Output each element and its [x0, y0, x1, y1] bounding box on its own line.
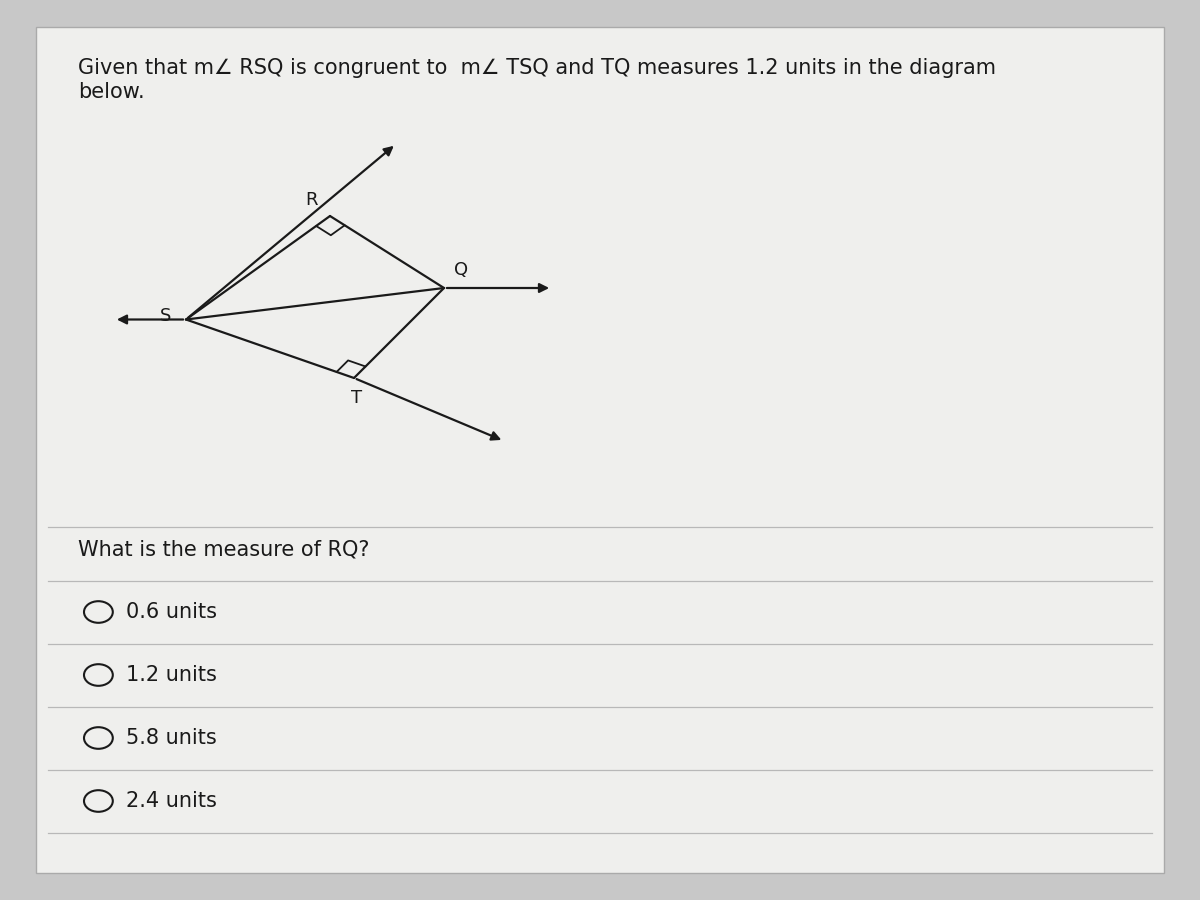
Text: 2.4 units: 2.4 units [126, 791, 217, 811]
Text: Given that m∠ RSQ is congruent to  m∠ TSQ and TQ measures 1.2 units in the diagr: Given that m∠ RSQ is congruent to m∠ TSQ… [78, 58, 996, 102]
Text: 0.6 units: 0.6 units [126, 602, 217, 622]
Text: 1.2 units: 1.2 units [126, 665, 217, 685]
Text: Q: Q [454, 261, 468, 279]
Text: R: R [306, 191, 318, 209]
Text: S: S [161, 307, 172, 325]
Text: What is the measure of RQ?: What is the measure of RQ? [78, 540, 370, 560]
Text: T: T [350, 389, 362, 407]
Text: 5.8 units: 5.8 units [126, 728, 217, 748]
